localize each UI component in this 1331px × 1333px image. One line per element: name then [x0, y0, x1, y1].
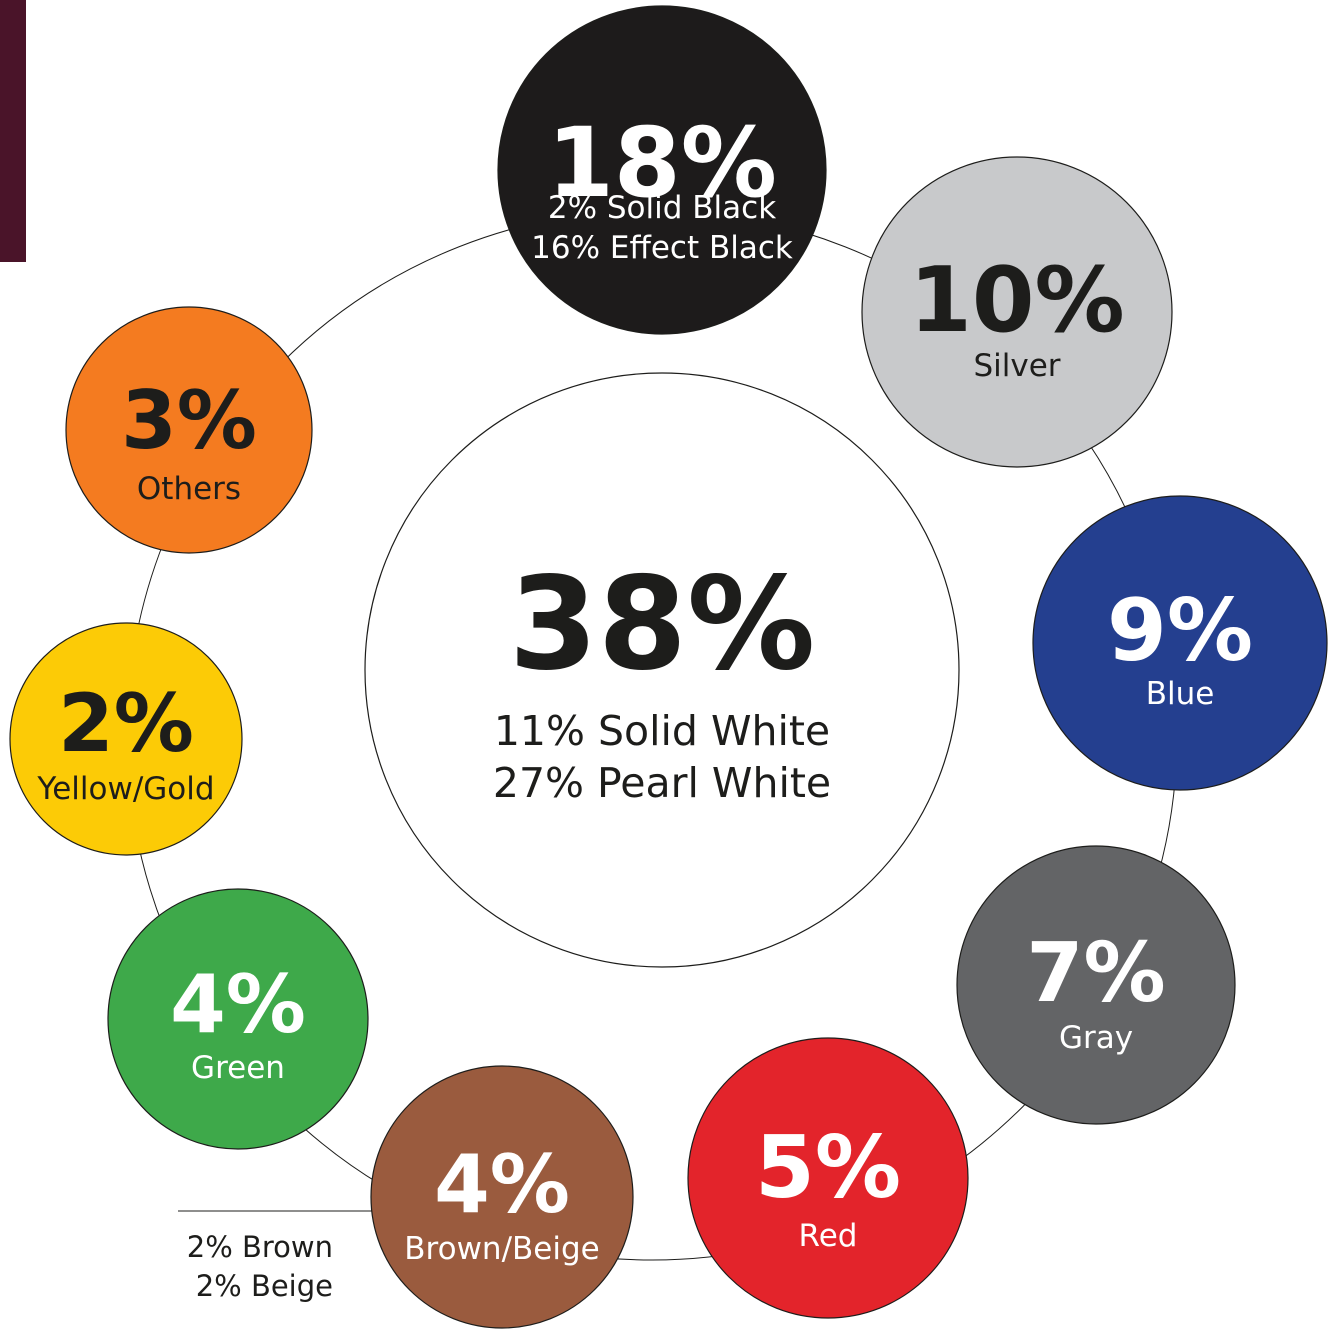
annotation-line-beige: 2% Beige: [196, 1269, 333, 1303]
green-description-line: Green: [191, 1050, 285, 1086]
green-circle: [107, 888, 369, 1150]
brown-beige-bubble: 4%Brown/Beige: [370, 1065, 634, 1329]
silver-circle: [861, 156, 1173, 468]
silver-bubble: 10%Silver: [861, 156, 1173, 468]
blue-percent-label: 9%: [1107, 581, 1253, 681]
red-bubble: 5%Red: [687, 1037, 969, 1319]
red-description-line: Red: [799, 1218, 858, 1254]
center-white-percent-label: 38%: [509, 550, 815, 699]
center-white-circle: [364, 372, 960, 968]
brown-beige-description-line: Brown/Beige: [404, 1231, 599, 1267]
brown-beige-circle: [370, 1065, 634, 1329]
silver-percent-label: 10%: [909, 248, 1124, 353]
blue-bubble: 9%Blue: [1032, 495, 1328, 791]
blue-circle: [1032, 495, 1328, 791]
annotation-line-brown: 2% Brown: [187, 1230, 333, 1264]
black-description-line: 16% Effect Black: [531, 230, 793, 266]
others-percent-label: 3%: [121, 374, 257, 467]
red-percent-label: 5%: [755, 1118, 901, 1218]
yellow-gold-percent-label: 2%: [58, 677, 194, 770]
gray-bubble: 7%Gray: [956, 845, 1236, 1125]
gray-percent-label: 7%: [1026, 926, 1165, 1021]
green-percent-label: 4%: [170, 958, 306, 1051]
gray-description-line: Gray: [1059, 1020, 1133, 1056]
red-circle: [687, 1037, 969, 1319]
yellow-gold-circle: [9, 622, 243, 856]
center-white-description-line: 11% Solid White: [494, 707, 830, 755]
blue-description-line: Blue: [1146, 676, 1215, 712]
yellow-gold-bubble: 2%Yellow/Gold: [9, 622, 243, 856]
center-white-description-line: 27% Pearl White: [493, 759, 831, 807]
black-percent-label: 18%: [547, 107, 777, 219]
gray-circle: [956, 845, 1236, 1125]
yellow-gold-description-line: Yellow/Gold: [36, 771, 214, 807]
others-circle: [65, 306, 313, 554]
others-description-line: Others: [137, 471, 241, 507]
black-circle: [497, 5, 827, 335]
side-accent-bar: [0, 0, 26, 262]
black-bubble: 18%2% Solid Black 16% Effect Black: [497, 5, 827, 335]
black-description-line: 2% Solid Black: [548, 190, 776, 226]
others-bubble: 3% Others: [65, 306, 313, 554]
green-bubble: 4%Green: [107, 888, 369, 1150]
silver-description-line: Silver: [973, 348, 1060, 384]
brown-beige-percent-label: 4%: [434, 1138, 570, 1231]
